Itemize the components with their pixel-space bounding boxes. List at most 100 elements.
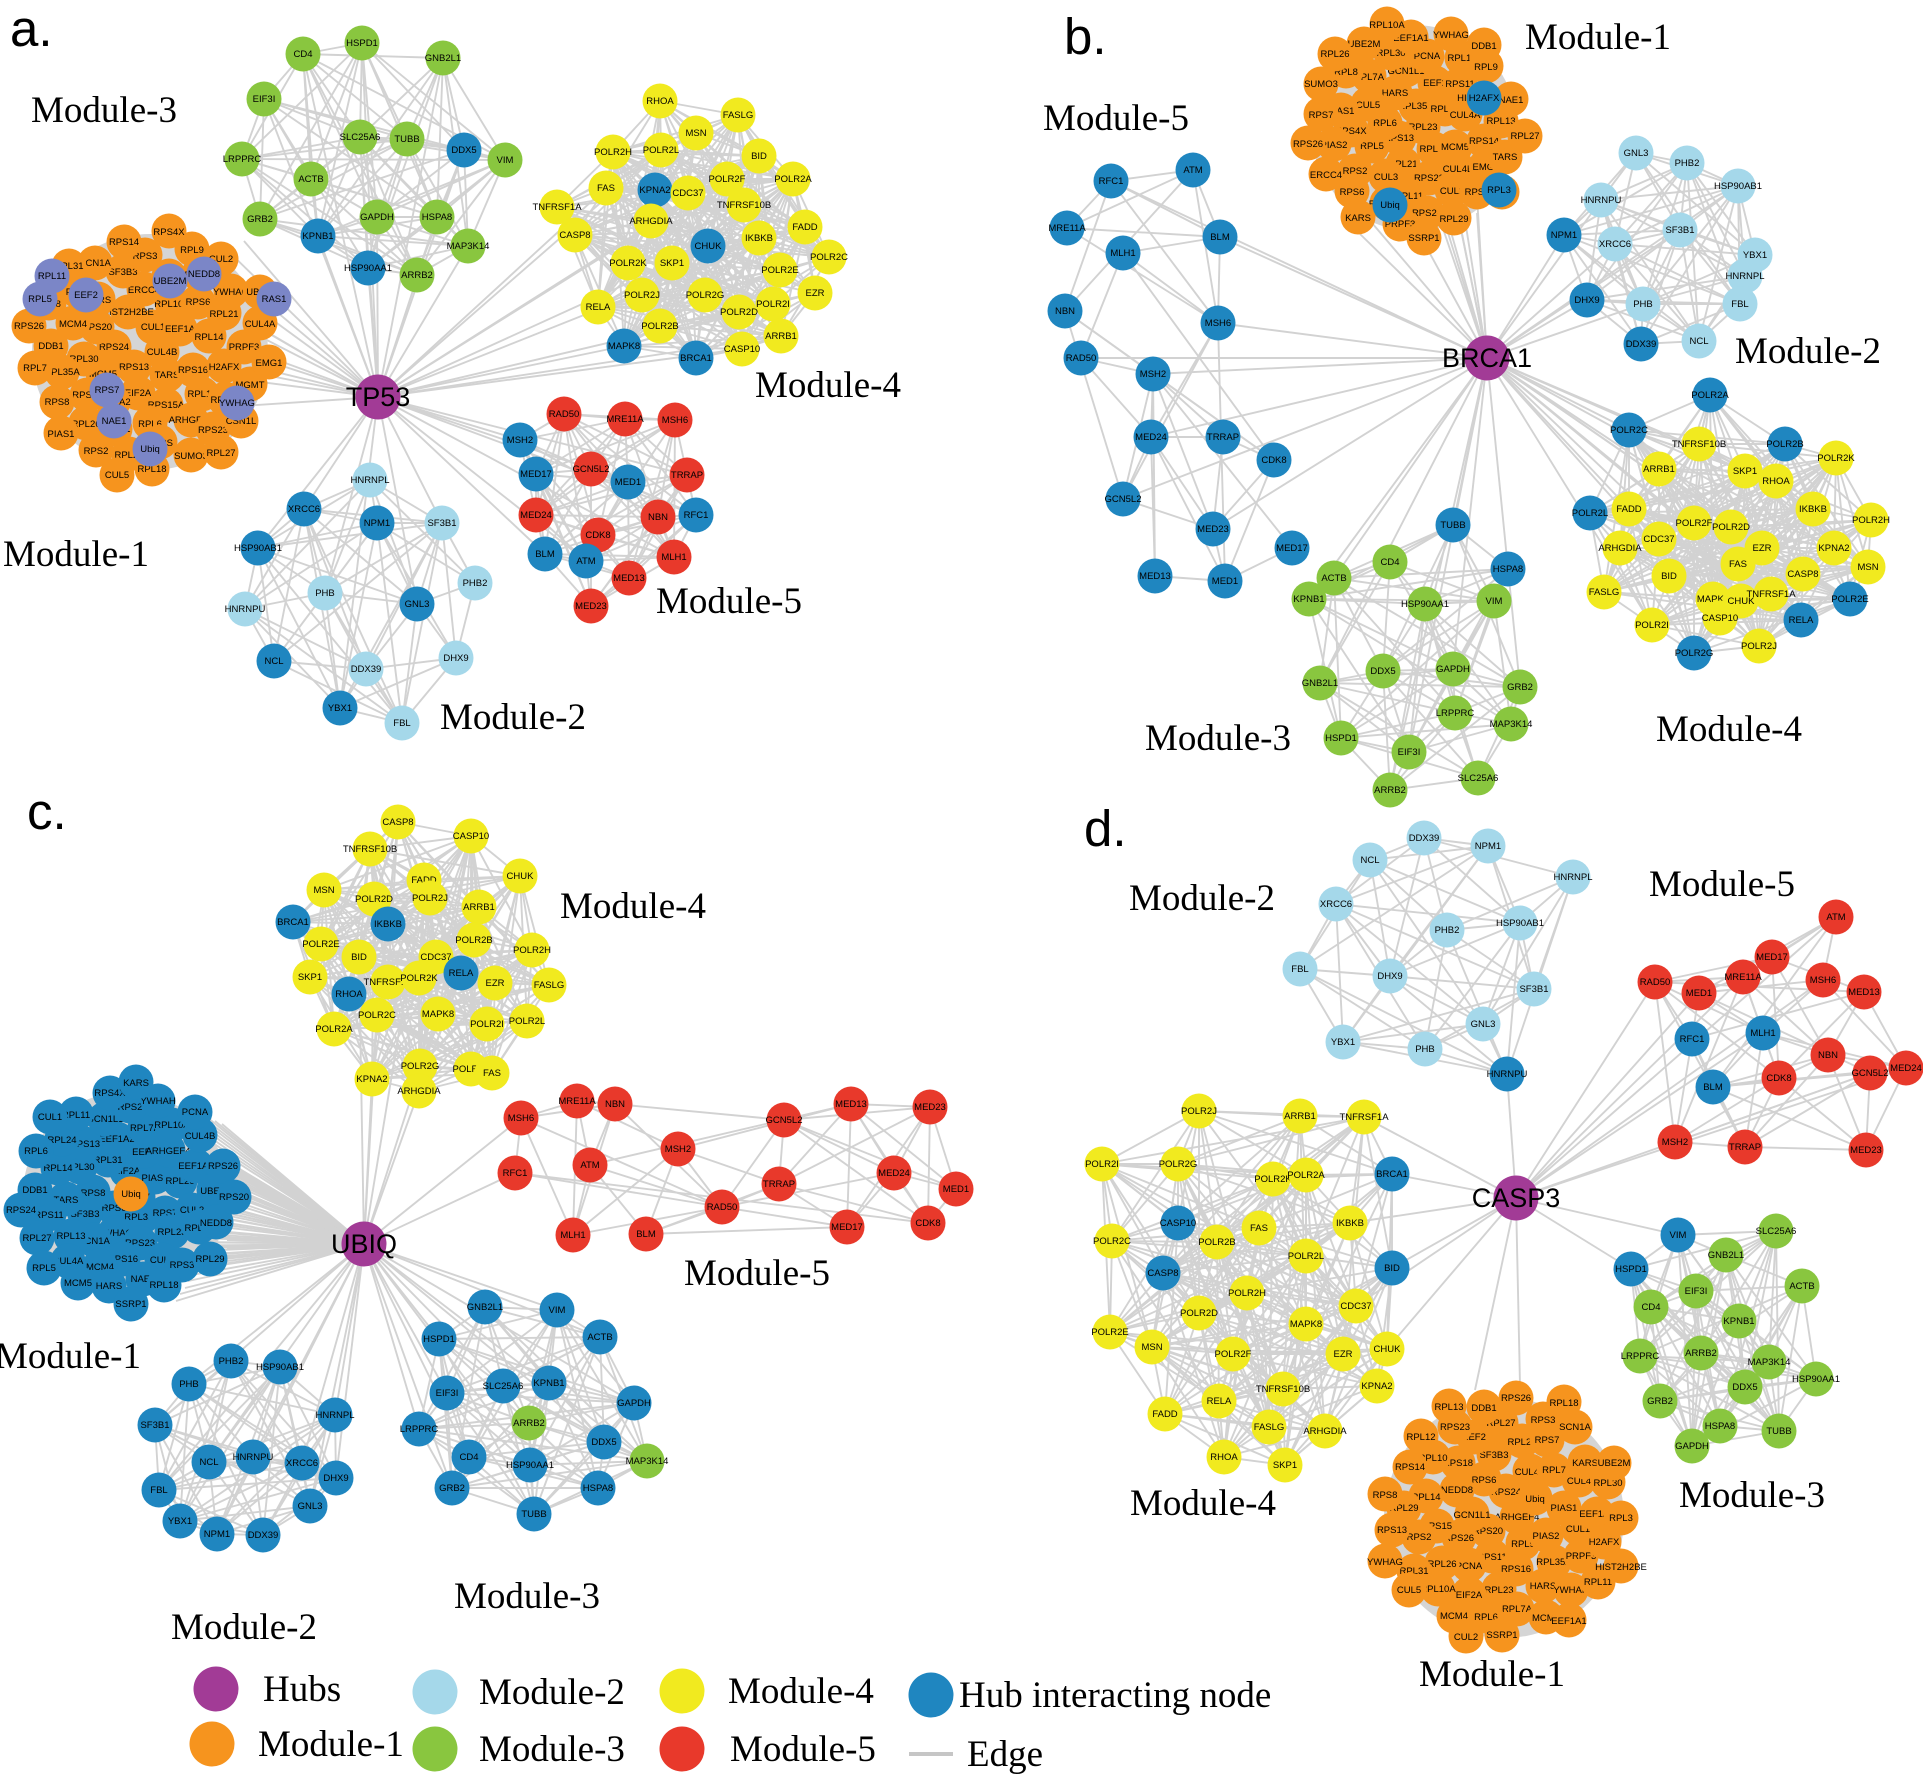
svg-text:TNFRSF10B: TNFRSF10B <box>1672 439 1726 450</box>
svg-text:NPM1: NPM1 <box>1475 841 1501 852</box>
svg-text:ARRB1: ARRB1 <box>1643 464 1675 475</box>
svg-text:HSP90AB1: HSP90AB1 <box>256 1362 304 1373</box>
svg-text:FAS: FAS <box>597 183 615 194</box>
svg-text:RFC1: RFC1 <box>503 1168 528 1179</box>
svg-text:EZR: EZR <box>1334 1349 1353 1360</box>
svg-text:DDX39: DDX39 <box>351 664 382 675</box>
svg-text:ERCC4: ERCC4 <box>128 285 160 296</box>
svg-text:MED24: MED24 <box>878 1168 910 1179</box>
svg-text:ACTB: ACTB <box>587 1332 612 1343</box>
svg-text:Module-2: Module-2 <box>1129 878 1275 919</box>
svg-text:EZR: EZR <box>1753 543 1772 554</box>
svg-text:HNRNPU: HNRNPU <box>233 1452 274 1463</box>
svg-text:DDB1: DDB1 <box>22 1185 47 1196</box>
svg-text:TNFRSF10B: TNFRSF10B <box>1256 1384 1310 1395</box>
svg-text:MSH2: MSH2 <box>1662 1137 1688 1148</box>
svg-text:KARS: KARS <box>1345 213 1371 224</box>
svg-text:RPL26: RPL26 <box>71 419 100 430</box>
svg-text:GNB2L1: GNB2L1 <box>1302 678 1338 689</box>
svg-text:GRB2: GRB2 <box>1507 682 1533 693</box>
svg-text:MED1: MED1 <box>1686 988 1712 999</box>
svg-text:TARS: TARS <box>155 370 180 381</box>
svg-text:ARHGEF4: ARHGEF4 <box>169 415 214 426</box>
svg-text:RPL26: RPL26 <box>165 1176 194 1187</box>
svg-text:LRPPRC: LRPPRC <box>223 154 262 165</box>
svg-text:Module-2: Module-2 <box>479 1672 625 1713</box>
svg-text:MAPK8: MAPK8 <box>422 1009 454 1020</box>
svg-text:EIF3I: EIF3I <box>253 94 276 105</box>
svg-text:RPL5: RPL5 <box>28 294 52 305</box>
svg-text:CDK8: CDK8 <box>915 1218 940 1229</box>
svg-text:POLR2K: POLR2K <box>609 258 647 269</box>
svg-text:TARS: TARS <box>54 1195 79 1206</box>
svg-text:POLR2K: POLR2K <box>400 973 438 984</box>
svg-text:RPL10A: RPL10A <box>154 299 190 310</box>
svg-text:CUL4B: CUL4B <box>1443 164 1474 175</box>
svg-text:RPS15: RPS15 <box>1422 1521 1452 1532</box>
svg-text:MCM5: MCM5 <box>64 1278 92 1289</box>
svg-text:GCN1L1: GCN1L1 <box>1388 66 1425 77</box>
svg-text:SUMO3: SUMO3 <box>174 451 208 462</box>
svg-text:Module-1: Module-1 <box>0 1336 141 1377</box>
svg-text:MSH2: MSH2 <box>1140 369 1166 380</box>
svg-text:POLR2K: POLR2K <box>1817 453 1855 464</box>
svg-text:FASLG: FASLG <box>1589 587 1620 598</box>
svg-text:HSPD1: HSPD1 <box>1325 733 1357 744</box>
svg-text:HSP90AB1: HSP90AB1 <box>1496 918 1544 929</box>
svg-text:RPL29: RPL29 <box>1439 214 1468 225</box>
svg-text:EIF2A: EIF2A <box>125 388 152 399</box>
svg-text:ATM: ATM <box>580 1160 599 1171</box>
svg-text:RPS14: RPS14 <box>1395 1462 1425 1473</box>
svg-text:RPS8: RPS8 <box>45 397 70 408</box>
svg-text:VIM: VIM <box>1486 596 1503 607</box>
svg-text:RFC1: RFC1 <box>684 510 709 521</box>
svg-text:RPS7: RPS7 <box>1535 1435 1560 1446</box>
svg-text:GCN1L1: GCN1L1 <box>1454 1510 1491 1521</box>
svg-text:MSH2: MSH2 <box>507 435 533 446</box>
svg-text:NCL: NCL <box>199 1457 218 1468</box>
svg-text:ARHGDIA: ARHGDIA <box>1303 1426 1347 1437</box>
svg-text:POLR2G: POLR2G <box>401 1061 440 1072</box>
svg-text:EZR: EZR <box>486 978 505 989</box>
svg-text:FBL: FBL <box>1731 299 1748 310</box>
svg-text:POLR2B: POLR2B <box>455 935 493 946</box>
svg-text:NBN: NBN <box>605 1099 625 1110</box>
svg-text:GAPDH: GAPDH <box>1436 664 1470 675</box>
svg-text:VIM: VIM <box>549 1305 566 1316</box>
svg-text:RPS4X: RPS4X <box>1335 126 1367 137</box>
svg-text:MSH6: MSH6 <box>1810 975 1836 986</box>
svg-text:GAPDH: GAPDH <box>617 1398 651 1409</box>
svg-text:RPL23: RPL23 <box>157 1227 186 1238</box>
svg-text:MSN: MSN <box>1141 1342 1162 1353</box>
svg-text:RPL29: RPL29 <box>195 1254 224 1265</box>
svg-text:RHOA: RHOA <box>1210 1452 1238 1463</box>
svg-text:TNFRSF10B: TNFRSF10B <box>717 200 771 211</box>
svg-text:RHOA: RHOA <box>335 989 363 1000</box>
svg-text:RPL9: RPL9 <box>180 245 204 256</box>
svg-text:RPL30: RPL30 <box>65 1162 94 1173</box>
svg-text:POLR2D: POLR2D <box>1180 1308 1218 1319</box>
svg-text:RAD50: RAD50 <box>1640 977 1671 988</box>
svg-text:EIF2A: EIF2A <box>1456 1590 1483 1601</box>
svg-text:DDX39: DDX39 <box>1626 339 1657 350</box>
svg-text:GNL3: GNL3 <box>405 599 430 610</box>
svg-text:RPL27: RPL27 <box>22 1233 51 1244</box>
svg-text:Module-2: Module-2 <box>440 697 586 738</box>
svg-text:CASP8: CASP8 <box>382 817 413 828</box>
svg-text:GNL3: GNL3 <box>1471 1019 1496 1030</box>
svg-text:NPM1: NPM1 <box>204 1529 230 1540</box>
svg-text:CHUK: CHUK <box>1374 1344 1402 1355</box>
svg-text:POLR2H: POLR2H <box>513 945 551 956</box>
svg-text:GNB2L1: GNB2L1 <box>1708 1250 1744 1261</box>
svg-text:POLR2G: POLR2G <box>1159 1159 1198 1170</box>
svg-text:ATM: ATM <box>576 556 595 567</box>
svg-text:EEF2: EEF2 <box>132 1147 156 1158</box>
svg-text:RPS23: RPS23 <box>125 1238 155 1249</box>
svg-text:ARRB1: ARRB1 <box>1284 1111 1316 1122</box>
svg-text:POLR2D: POLR2D <box>355 894 393 905</box>
svg-text:Hub interacting node: Hub interacting node <box>959 1675 1271 1716</box>
svg-text:Module-5: Module-5 <box>1043 98 1189 139</box>
svg-text:YWHAH: YWHAH <box>1553 1585 1589 1596</box>
svg-text:TNFRSF10B: TNFRSF10B <box>343 844 397 855</box>
svg-text:POLR2B: POLR2B <box>641 321 679 332</box>
